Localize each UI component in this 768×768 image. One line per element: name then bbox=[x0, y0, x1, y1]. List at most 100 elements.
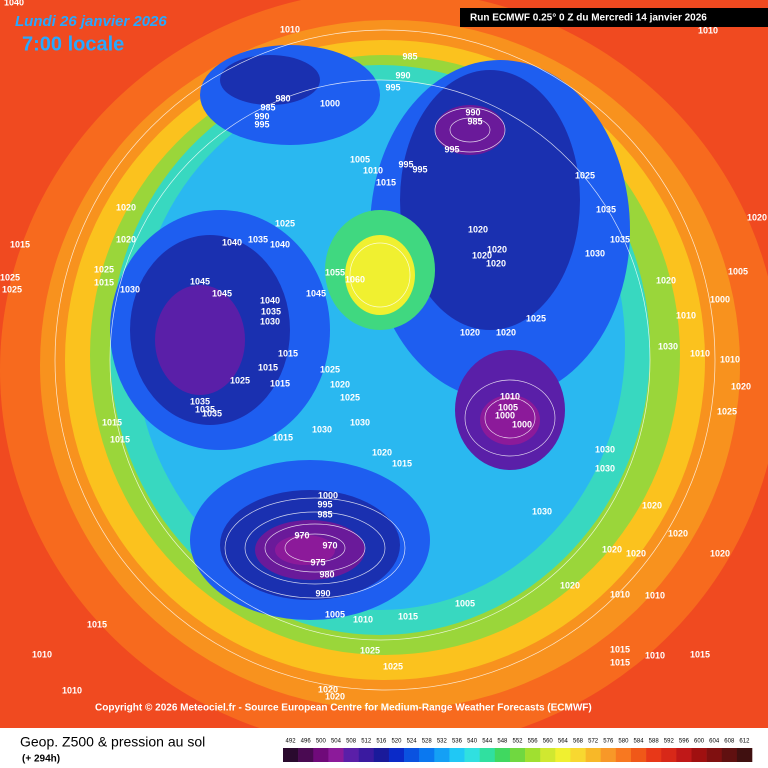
isobar-label: 1015 bbox=[273, 432, 293, 442]
isobar-label: 1020 bbox=[487, 244, 507, 254]
isobar-label: 1010 bbox=[645, 590, 665, 600]
isobar-label: 1015 bbox=[102, 417, 122, 427]
legend-swatch bbox=[721, 748, 738, 762]
legend-swatch bbox=[676, 748, 692, 762]
legend-label: 500 bbox=[316, 739, 327, 745]
isobar-label: 1060 bbox=[345, 274, 365, 284]
legend-swatch bbox=[615, 748, 632, 762]
isobar-label: 1020 bbox=[486, 258, 506, 268]
time: 7:00 locale bbox=[22, 33, 124, 55]
date: Lundi 26 janvier 2026 bbox=[15, 13, 167, 30]
isobar-label: 1025 bbox=[0, 272, 20, 282]
isobar-label: 1010 bbox=[610, 589, 630, 599]
legend-swatch bbox=[706, 748, 723, 762]
isobar-label: 1015 bbox=[398, 611, 418, 621]
isobar-label: 1010 bbox=[698, 25, 718, 35]
isobar-label: 1005 bbox=[728, 266, 748, 276]
map-field bbox=[0, 0, 768, 750]
legend-label: 592 bbox=[664, 739, 675, 745]
isobar-label: 1030 bbox=[585, 248, 605, 258]
isobar-label: 1015 bbox=[94, 277, 114, 287]
legend-swatch bbox=[298, 748, 314, 762]
legend-label: 588 bbox=[649, 739, 660, 745]
legend-swatch bbox=[283, 748, 299, 762]
legend-label: 536 bbox=[452, 739, 463, 745]
isobar-label: 1030 bbox=[595, 463, 615, 473]
legend-swatch bbox=[328, 748, 344, 762]
isobar-label: 1010 bbox=[62, 685, 82, 695]
isobar-label: 1045 bbox=[306, 288, 326, 298]
legend-swatch bbox=[343, 748, 359, 762]
isobar-label: 1010 bbox=[32, 649, 52, 659]
legend-label: 564 bbox=[558, 739, 569, 745]
isobar-label: 1015 bbox=[278, 348, 298, 358]
legend-label: 508 bbox=[346, 739, 357, 745]
isobar-label: 1020 bbox=[710, 548, 730, 558]
legend-label: 572 bbox=[588, 739, 599, 745]
isobar-label: 995 bbox=[398, 159, 413, 169]
isobar-label: 1000 bbox=[512, 419, 532, 429]
legend-label: 520 bbox=[391, 739, 402, 745]
isobar-label: 1000 bbox=[318, 490, 338, 500]
isobar-label: 1020 bbox=[731, 381, 751, 391]
isobar-label: 1015 bbox=[610, 657, 630, 667]
isobar-label: 1005 bbox=[455, 598, 475, 608]
isobar-label: 1010 bbox=[280, 24, 300, 34]
isobar-label: 1025 bbox=[360, 645, 380, 655]
isobar-label: 1020 bbox=[496, 327, 516, 337]
isobar-label: 1035 bbox=[596, 204, 616, 214]
isobar-label: 1030 bbox=[595, 444, 615, 454]
legend-swatch bbox=[509, 748, 526, 762]
legend-swatch bbox=[464, 748, 480, 762]
isobar-label: 1025 bbox=[2, 284, 22, 294]
isobar-label: 1025 bbox=[717, 406, 737, 416]
isobar-label: 1015 bbox=[258, 362, 278, 372]
isobar-label: 1025 bbox=[575, 170, 595, 180]
isobar-label: 995 bbox=[444, 144, 459, 154]
isobar-label: 1030 bbox=[312, 424, 332, 434]
isobar-label: 1010 bbox=[720, 354, 740, 364]
legend-label: 600 bbox=[694, 739, 705, 745]
isobar-label: 1015 bbox=[376, 177, 396, 187]
isobar-label: 1035 bbox=[261, 306, 281, 316]
isobar-label: 1020 bbox=[318, 684, 338, 694]
legend-swatch bbox=[646, 748, 662, 762]
isobar-label: 980 bbox=[275, 93, 290, 103]
isobar-label: 1005 bbox=[350, 154, 370, 164]
isobar-label: 980 bbox=[319, 569, 334, 579]
isobar-label: 1040 bbox=[222, 237, 242, 247]
isobar-label: 1020 bbox=[330, 379, 350, 389]
isobar-label: 990 bbox=[395, 70, 410, 80]
legend-swatch bbox=[404, 748, 420, 762]
isobar-label: 1020 bbox=[642, 500, 662, 510]
legend-swatch bbox=[570, 748, 586, 762]
legend-swatch bbox=[419, 748, 435, 762]
isobar-label: 995 bbox=[254, 119, 269, 129]
legend-swatch bbox=[555, 748, 571, 762]
isobar-label: 1020 bbox=[468, 224, 488, 234]
isobar-label: 1055 bbox=[325, 267, 345, 277]
legend-swatch bbox=[358, 748, 375, 762]
isobar-label: 1020 bbox=[560, 580, 580, 590]
footer-title: Geop. Z500 & pression au sol bbox=[20, 734, 205, 750]
legend-label: 580 bbox=[618, 739, 629, 745]
isobar-label: 1045 bbox=[190, 276, 210, 286]
isobar-label: 1015 bbox=[270, 378, 290, 388]
legend-label: 496 bbox=[301, 739, 312, 745]
legend-swatch bbox=[540, 748, 556, 762]
isobar-label: 1010 bbox=[500, 391, 520, 401]
isobar-label: 1015 bbox=[610, 644, 630, 654]
legend-swatch bbox=[736, 748, 753, 762]
legend-label: 516 bbox=[376, 739, 387, 745]
isobar-label: 1030 bbox=[658, 341, 678, 351]
isobar-label: 995 bbox=[317, 499, 332, 509]
isobar-label: 1000 bbox=[710, 294, 730, 304]
copyright: Copyright © 2026 Meteociel.fr - Source E… bbox=[95, 703, 592, 714]
isobar-label: 1020 bbox=[747, 212, 767, 222]
legend-swatch bbox=[479, 748, 496, 762]
isobar-label: 1000 bbox=[495, 410, 515, 420]
isobar-label: 985 bbox=[260, 102, 275, 112]
isobar-label: 1015 bbox=[10, 239, 30, 249]
isobar-label: 1020 bbox=[602, 544, 622, 554]
isobar-label: 1010 bbox=[690, 348, 710, 358]
